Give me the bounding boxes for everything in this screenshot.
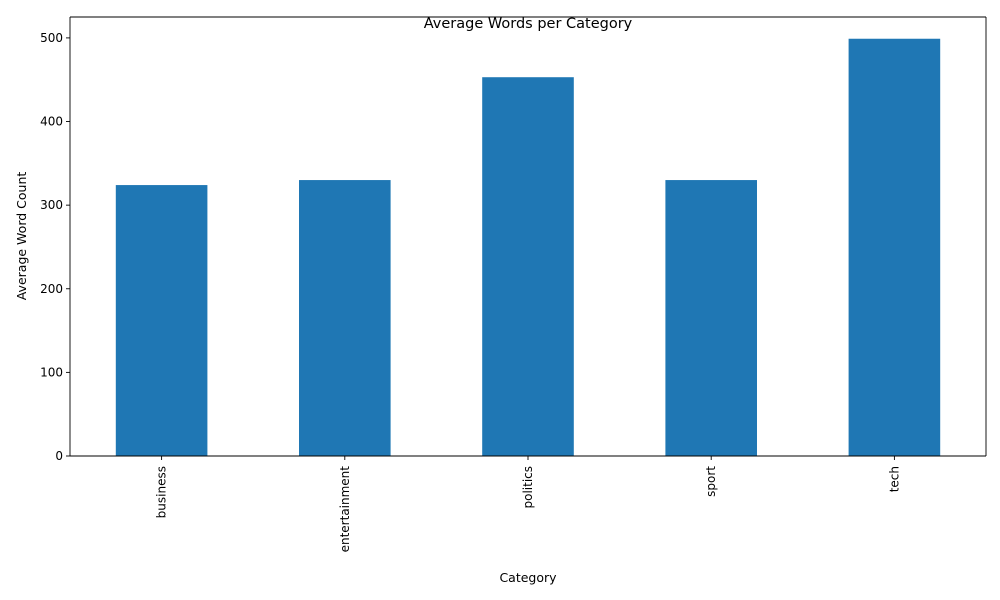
y-tick-label: 500 [40, 31, 63, 45]
bar-politics [482, 77, 574, 457]
x-axis-label: Category [499, 570, 557, 585]
bar-business [115, 185, 208, 456]
y-tick-label: 400 [40, 115, 63, 129]
x-tick-label: sport [704, 466, 718, 497]
y-axis-ticks: 0 100 200 300 400 500 [40, 31, 70, 463]
bars-group [115, 38, 941, 457]
y-tick-label: 0 [55, 449, 63, 463]
bar-tech [848, 38, 941, 457]
x-axis-ticks: business entertainment politics sport tech [155, 456, 901, 553]
axes-frame [69, 16, 987, 457]
x-tick-label: entertainment [338, 466, 352, 553]
y-tick-label: 200 [40, 282, 63, 296]
y-tick-label: 300 [40, 198, 63, 212]
x-tick-label: business [155, 466, 169, 518]
y-axis-label: Average Word Count [14, 172, 29, 301]
chart-title: Average Words per Category [424, 16, 633, 32]
x-tick-label: tech [887, 466, 901, 492]
bar-sport [665, 180, 757, 456]
bar-entertainment [299, 180, 391, 456]
x-tick-label: politics [521, 466, 535, 509]
y-tick-label: 100 [40, 365, 63, 379]
